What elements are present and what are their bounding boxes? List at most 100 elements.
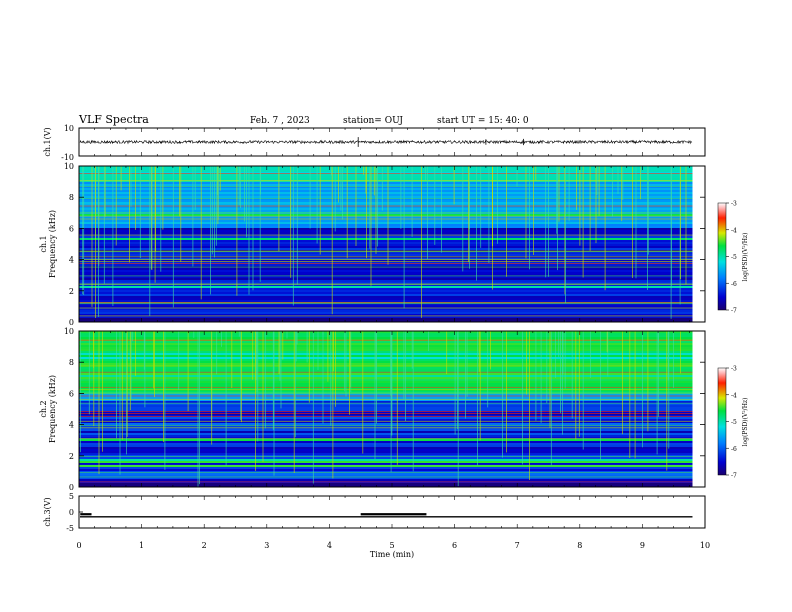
xtick-label: 3 <box>264 541 269 550</box>
spectrogram-impulse <box>405 331 406 421</box>
colorbar-tick-label: -4 <box>731 392 737 399</box>
spectrogram-band <box>79 276 693 279</box>
spectrogram-impulse <box>93 331 95 427</box>
spectrogram-impulse <box>373 166 375 196</box>
spectrogram-impulse <box>478 331 480 372</box>
spectrogram-impulse <box>116 331 117 439</box>
spectrogram-impulse <box>135 166 136 230</box>
spectrogram-impulse <box>132 331 134 342</box>
spectrogram-impulse <box>578 331 580 437</box>
spectrogram-impulse <box>680 166 681 280</box>
spectrogram-impulse <box>391 331 393 436</box>
spectrogram-impulse <box>278 331 280 374</box>
spectrogram-tone-line <box>79 234 693 236</box>
spectrogram-band <box>79 286 693 289</box>
spectrogram-tone-line <box>79 481 693 483</box>
spectrogram-impulse <box>634 331 636 459</box>
spectrogram-impulse <box>322 331 324 424</box>
spectrogram-impulse <box>197 331 199 487</box>
spectrogram-band <box>79 423 693 426</box>
spectrogram-impulse <box>119 331 121 475</box>
spectrogram-impulse <box>115 166 117 246</box>
spectrogram-impulse <box>604 166 606 291</box>
spectrogram-band <box>79 461 693 464</box>
spectrogram-band <box>79 270 693 273</box>
xtick-label: 2 <box>202 541 207 550</box>
spectrogram-impulse <box>365 166 367 194</box>
spectrogram-impulse <box>294 331 296 438</box>
spectrogram-impulse <box>259 166 261 282</box>
spectrogram-impulse <box>457 331 459 487</box>
spectrogram-tone-line <box>79 259 693 260</box>
spectrogram-band <box>79 475 693 478</box>
spectrogram-impulse <box>545 166 547 278</box>
spectrogram-impulse <box>362 331 364 454</box>
spectrogram-tone-line <box>79 205 693 207</box>
spectrogram-band <box>79 194 693 197</box>
spectrogram-impulse <box>129 331 131 410</box>
spectrogram-impulse <box>130 331 132 399</box>
spectrogram-band <box>79 445 693 448</box>
spectrogram-impulse <box>135 331 136 376</box>
spectrogram-impulse <box>582 331 584 450</box>
spectrogram-tone-line <box>79 215 693 217</box>
spectrogram-impulse <box>497 166 498 244</box>
spectrogram-tone-line <box>79 283 693 285</box>
spectrogram-impulse <box>468 166 469 263</box>
spectrogram-impulse <box>617 166 619 194</box>
spectrogram-band <box>79 453 693 456</box>
spectrogram-impulse <box>622 166 624 200</box>
spectrogram-impulse <box>366 166 367 259</box>
spectrogram-impulse <box>262 331 264 462</box>
spectrogram-band <box>79 294 693 297</box>
spectrogram-band <box>79 447 693 450</box>
spectrogram-impulse <box>102 331 103 452</box>
spectrogram-impulse <box>144 331 146 408</box>
spectrogram-tone-line <box>79 307 693 309</box>
spectrogram-impulse <box>240 331 242 420</box>
spectrogram-impulse <box>374 331 376 460</box>
spectrogram-band <box>79 226 693 229</box>
ch1-waveform-ylabel: ch.1(V) <box>43 127 52 156</box>
spectrogram-tone-line <box>79 472 693 473</box>
spectrogram-impulse <box>130 166 132 207</box>
spectrogram-impulse <box>535 331 537 421</box>
spectrogram-band <box>79 477 693 480</box>
spectrogram-band <box>79 373 693 376</box>
spectrogram-band <box>79 417 693 420</box>
spectrogram-band <box>79 419 693 422</box>
spectrogram-band <box>79 214 693 217</box>
spectrogram-band <box>79 280 693 283</box>
spectrogram-impulse <box>568 166 570 222</box>
colorbar-tick-label: -6 <box>731 281 737 288</box>
spectrogram-impulse <box>255 331 256 471</box>
spectrogram-impulse <box>187 331 189 412</box>
spectrogram-tone-line <box>79 303 693 305</box>
spectrogram-impulse <box>540 331 542 423</box>
spectrogram-band <box>79 192 693 195</box>
spectrogram-impulse <box>248 166 250 295</box>
spectrogram-impulse <box>658 331 659 417</box>
spectrogram-tone-line <box>79 180 693 182</box>
spectrogram-impulse <box>375 166 377 254</box>
colorbar-tick-label: -3 <box>731 366 737 373</box>
station-label: station= OUJ <box>343 116 403 126</box>
spectrogram-impulse <box>466 331 468 397</box>
ch2-spectrogram-channel-label: ch.2 <box>39 400 48 417</box>
spectrogram-impulse <box>506 166 507 277</box>
spectrogram-impulse <box>363 166 365 175</box>
spectrogram-impulse <box>126 331 127 455</box>
spectrogram-impulse <box>334 166 336 232</box>
spectrogram-impulse <box>487 331 489 408</box>
spectrogram-impulse <box>211 331 213 445</box>
ch2-spectrogram-yticks: 0 2 4 6 8 10 <box>64 327 705 492</box>
spectrogram-impulse <box>632 166 633 278</box>
spectrogram-impulse <box>172 166 174 308</box>
spectrogram-band <box>79 238 693 241</box>
spectrogram-impulse <box>377 166 378 247</box>
spectrogram-impulse <box>308 331 310 403</box>
ytick-label: 8 <box>69 193 74 202</box>
spectrogram-band <box>79 387 693 390</box>
spectrogram-impulse <box>327 331 329 382</box>
time-axis: 0 1 2 3 4 5 6 7 8 9 10 <box>76 128 710 550</box>
